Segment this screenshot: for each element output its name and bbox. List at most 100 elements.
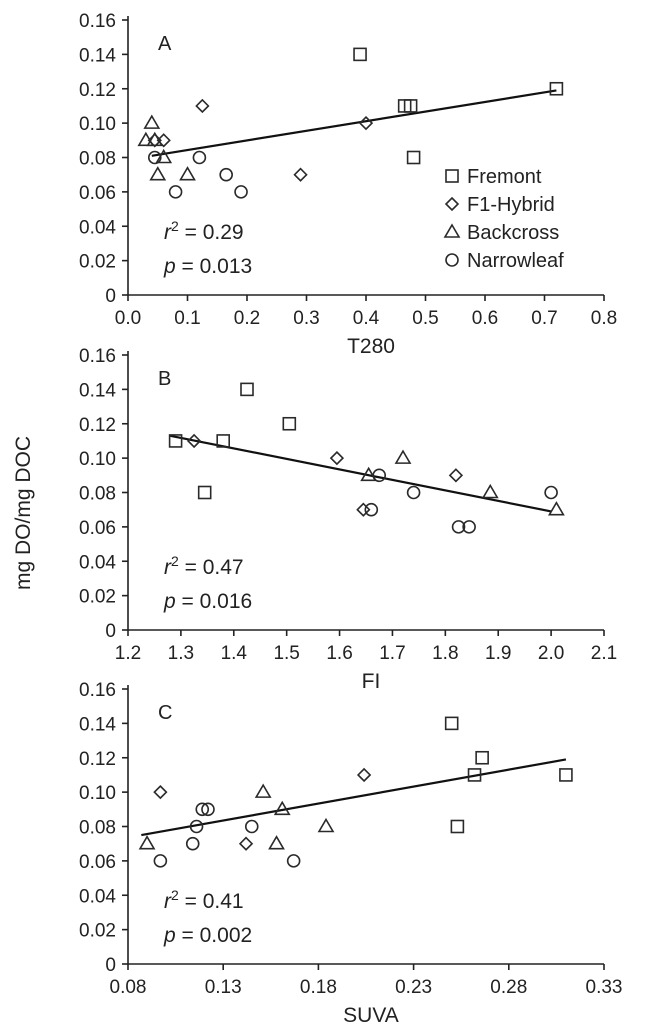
series-f1-hybrid bbox=[153, 767, 372, 851]
legend-circle-marker bbox=[445, 253, 459, 267]
legend-label-f1-hybrid: F1-Hybrid bbox=[467, 194, 555, 216]
triangle-point bbox=[146, 131, 164, 147]
x-tick-label: 0.8 bbox=[591, 308, 617, 329]
circle-point bbox=[372, 468, 387, 483]
series-narrowleaf bbox=[364, 468, 558, 534]
series-narrowleaf bbox=[147, 150, 248, 199]
circle-point bbox=[153, 854, 168, 868]
diamond-point bbox=[329, 450, 345, 466]
y-tick-label: 0.02 bbox=[79, 587, 116, 608]
y-tick-label: 0.10 bbox=[79, 114, 116, 135]
triangle-point bbox=[268, 835, 285, 850]
circle-point bbox=[451, 520, 466, 534]
circle-point bbox=[168, 185, 183, 199]
panels: 00.020.040.060.080.100.120.140.160.0 0.1 0… bbox=[79, 11, 622, 1027]
p-value-text: p = 0.016 bbox=[163, 590, 252, 613]
series-f1-hybrid bbox=[186, 433, 464, 517]
circle-point bbox=[244, 819, 259, 834]
shared-y-axis-title: mg DO/mg DOC bbox=[12, 436, 35, 590]
diamond-point bbox=[195, 98, 210, 114]
x-tick-label: 1.5 bbox=[273, 643, 299, 664]
x-tick-label: 1.4 bbox=[221, 643, 248, 664]
triangle-point bbox=[273, 800, 291, 816]
circle-point bbox=[192, 150, 207, 165]
x-tick-label: 0.28 bbox=[490, 977, 527, 998]
y-tick-label: 0.12 bbox=[79, 80, 116, 101]
square-point bbox=[168, 434, 183, 448]
series-fremont bbox=[444, 716, 573, 834]
legend-label-fremont: Fremont bbox=[467, 166, 542, 188]
y-tick-label: 0.16 bbox=[79, 680, 116, 701]
y-tick-label: 0.04 bbox=[79, 217, 116, 238]
x-axis-title: FI bbox=[362, 670, 381, 693]
x-tick-label: 0.5 bbox=[412, 308, 438, 329]
x-tick-label: 0.3 bbox=[293, 308, 319, 329]
panel-a: 0 0.02 0.04 0.06 0.08 0.10 0.12 0.14 0.16 0.0 0.1 0… bbox=[79, 11, 617, 358]
triangle-point bbox=[143, 114, 161, 129]
series-narrowleaf bbox=[153, 802, 301, 868]
x-tick-label: 1.9 bbox=[485, 643, 511, 664]
regression-line bbox=[170, 434, 552, 513]
r-squared-text: r2 = 0.47 bbox=[164, 553, 244, 579]
y-tick-label: 0.08 bbox=[79, 484, 116, 505]
legend: Fremont F1-Hybrid Backcross Narrowleaf bbox=[443, 166, 564, 272]
panel-b: 0 0.02 0.04 0.06 0.08 0.10 0.12 0.14 0.16 1.2 1.3 1… bbox=[79, 346, 617, 693]
r-squared-text: r2 = 0.29 bbox=[164, 218, 244, 244]
y-tick-label: 0 bbox=[105, 286, 116, 307]
series-fremont bbox=[168, 382, 297, 500]
y-tick-label: 0.02 bbox=[79, 921, 116, 942]
circle-point bbox=[406, 485, 421, 500]
circle-point bbox=[201, 802, 215, 817]
panel-label: B bbox=[158, 368, 171, 390]
square-point bbox=[282, 416, 297, 431]
square-point bbox=[240, 382, 254, 397]
triangle-point bbox=[394, 449, 412, 464]
legend-square-marker bbox=[445, 169, 459, 183]
square-point bbox=[406, 150, 421, 165]
legend-diamond-marker bbox=[444, 196, 460, 212]
regression-line bbox=[141, 758, 567, 837]
square-point bbox=[353, 47, 367, 62]
y-tick-label: 0.10 bbox=[79, 449, 116, 470]
square-point bbox=[216, 434, 230, 448]
y-tick-label: 0.10 bbox=[79, 783, 116, 804]
y-tick-label: 0.08 bbox=[79, 149, 116, 170]
triangle-point bbox=[137, 131, 155, 147]
x-tick-label: 1.7 bbox=[379, 643, 405, 664]
x-tick-label: 1.2 bbox=[115, 643, 141, 664]
x-tick-label: 1.6 bbox=[326, 643, 352, 664]
y-tick-label: 0.16 bbox=[79, 346, 116, 367]
y-tick-label: 0.14 bbox=[79, 45, 116, 66]
x-tick-label: 0.7 bbox=[531, 308, 557, 329]
x-tick-label: 0.2 bbox=[234, 308, 260, 329]
r-squared-text: r2 = 0.41 bbox=[164, 887, 244, 913]
x-tick-label: 0.13 bbox=[205, 977, 242, 998]
diamond-point bbox=[153, 784, 168, 800]
x-tick-label: 2.1 bbox=[591, 643, 617, 664]
x-tick-label: 1.8 bbox=[432, 643, 458, 664]
x-tick-label: 0.18 bbox=[300, 977, 337, 998]
triangle-point bbox=[548, 501, 565, 516]
y-tick-label: 0.08 bbox=[79, 818, 116, 839]
circle-point bbox=[462, 520, 476, 534]
series-f1-hybrid bbox=[147, 98, 374, 182]
y-tick-label: 0.06 bbox=[79, 183, 116, 204]
diamond-point bbox=[356, 767, 372, 783]
y-tick-label: 0.06 bbox=[79, 518, 116, 539]
square-point bbox=[559, 768, 573, 782]
x-tick-label: 0.6 bbox=[472, 308, 498, 329]
triangle-point bbox=[179, 166, 196, 181]
p-value-text: p = 0.002 bbox=[163, 924, 252, 947]
square-point bbox=[450, 819, 465, 834]
triangle-point bbox=[317, 817, 335, 833]
x-tick-label: 0.33 bbox=[586, 977, 623, 998]
y-tick-label: 0.04 bbox=[79, 552, 116, 573]
p-value-text: p = 0.013 bbox=[163, 255, 252, 278]
legend-label-backcross: Backcross bbox=[467, 222, 559, 244]
panel-label: A bbox=[158, 33, 172, 55]
x-axis-title: SUVA bbox=[343, 1004, 399, 1027]
y-tick-label: 0.14 bbox=[79, 380, 116, 401]
circle-point bbox=[364, 502, 379, 517]
square-point bbox=[403, 99, 418, 113]
